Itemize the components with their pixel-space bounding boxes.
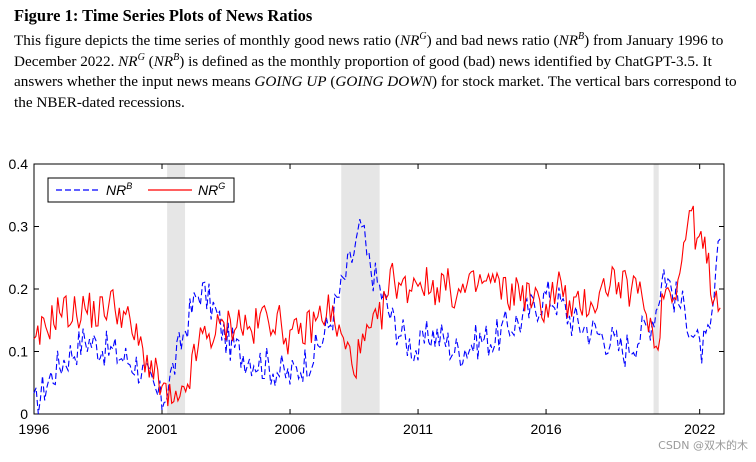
y-tick-label: 0.2: [9, 281, 29, 297]
y-tick-label: 0.1: [9, 344, 29, 360]
x-tick-label: 2011: [403, 421, 433, 437]
chart-svg: 0 0.1 0.2 0.3 0.4 1996 2001 2006 2011 2016 2022 NRB…: [9, 156, 725, 437]
x-tick-label: 2001: [146, 421, 177, 437]
x-tick-label: 1996: [18, 421, 49, 437]
recession-bar-0: [167, 164, 186, 414]
going-down-term: GOING DOWN: [335, 73, 433, 90]
nr-bad-symbol: NRB: [558, 31, 585, 50]
figure-caption-block: Figure 1: Time Series Plots of News Rati…: [14, 6, 744, 113]
legend-label-0: NRB: [106, 181, 132, 198]
x-tick-label: 2022: [684, 421, 715, 437]
going-up-term: GOING UP: [254, 73, 327, 90]
figure-caption: This figure depicts the time series of m…: [14, 31, 737, 111]
nr-good-symbol: NRG: [399, 31, 427, 50]
y-tick-label: 0.3: [9, 219, 29, 235]
recession-bar-2: [653, 164, 659, 414]
news-ratio-chart: 0 0.1 0.2 0.3 0.4 1996 2001 2006 2011 2016 2022 NRB…: [0, 150, 756, 457]
series-line-nr-good: [33, 205, 721, 407]
y-tick-label: 0.4: [9, 156, 29, 172]
x-tick-label: 2006: [274, 421, 305, 437]
figure-title: Figure 1: Time Series Plots of News Rati…: [14, 6, 313, 25]
y-tick-label: 0: [20, 406, 28, 422]
x-tick-label: 2016: [530, 421, 561, 437]
watermark: CSDN @双木的木: [658, 439, 748, 452]
